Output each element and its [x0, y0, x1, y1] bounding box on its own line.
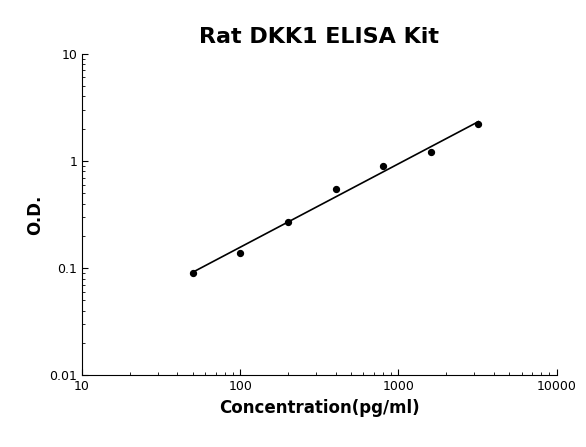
Point	[331, 185, 340, 192]
Point	[236, 249, 245, 256]
Point	[379, 162, 388, 169]
Point	[473, 121, 483, 128]
Point	[283, 218, 292, 225]
X-axis label: Concentration(pg/ml): Concentration(pg/ml)	[219, 399, 420, 417]
Title: Rat DKK1 ELISA Kit: Rat DKK1 ELISA Kit	[199, 26, 440, 46]
Point	[188, 270, 197, 277]
Y-axis label: O.D.: O.D.	[26, 194, 44, 235]
Point	[426, 149, 435, 156]
